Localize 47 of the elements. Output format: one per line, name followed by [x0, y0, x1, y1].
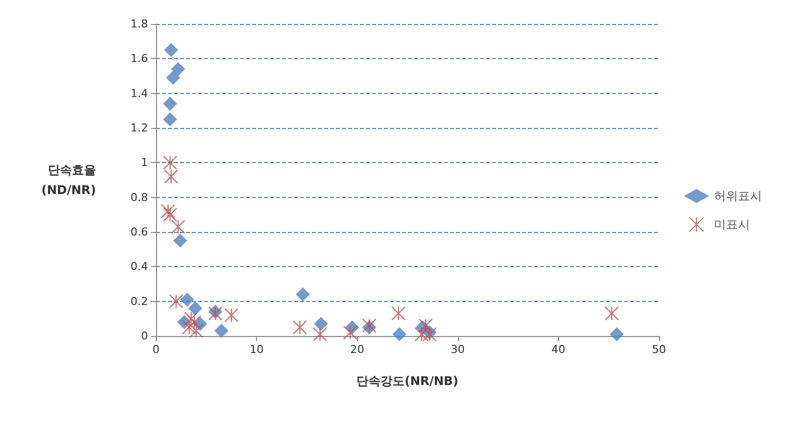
point [418, 318, 433, 333]
point [163, 96, 178, 111]
y-tick-label: 1.2 [130, 122, 148, 134]
point [312, 327, 328, 342]
point [214, 324, 228, 338]
point [188, 301, 202, 316]
y-tick-label: 0.8 [130, 190, 148, 204]
point [163, 112, 178, 126]
x-tick-label: 0 [152, 343, 160, 356]
point [166, 70, 180, 85]
x-tick-label: 40 [551, 343, 566, 356]
y-tick-label: 1.4 [130, 86, 148, 100]
point [414, 327, 429, 342]
legend-label: 허위표시 [714, 189, 762, 203]
y-tick-label: 0.6 [130, 226, 148, 238]
point [604, 306, 619, 321]
point [173, 234, 188, 248]
point [392, 327, 406, 342]
point [160, 204, 176, 218]
point [180, 292, 194, 307]
point [169, 294, 184, 308]
legend-label: 미표시 [714, 218, 750, 232]
point [343, 325, 358, 340]
point [610, 327, 624, 342]
point [224, 308, 239, 322]
point [162, 156, 178, 170]
x-tick-label: 50 [652, 343, 666, 356]
y-tick-label: 1 [141, 156, 148, 170]
point [187, 315, 202, 330]
point [164, 169, 178, 184]
y-axis-title: 단속효율 (ND/NR) [41, 163, 96, 197]
x-tick-label: 20 [350, 343, 364, 356]
point [292, 320, 307, 334]
point [182, 320, 196, 334]
point [296, 287, 310, 302]
y-tick-label: 1.6 [130, 52, 148, 66]
x-tick-label: 10 [250, 343, 264, 356]
y-tick-label: 0.2 [130, 294, 148, 308]
x-tick-label: 30 [450, 343, 465, 356]
point [391, 306, 406, 321]
y-tick-label: 0.4 [130, 260, 148, 274]
point [171, 62, 186, 76]
x-axis-title: 단속강도(NR/NB) [356, 374, 458, 388]
point [314, 316, 328, 331]
point [164, 43, 178, 57]
y-tick-label: 1.8 [130, 18, 148, 30]
y-tick-label: 0 [141, 330, 148, 342]
